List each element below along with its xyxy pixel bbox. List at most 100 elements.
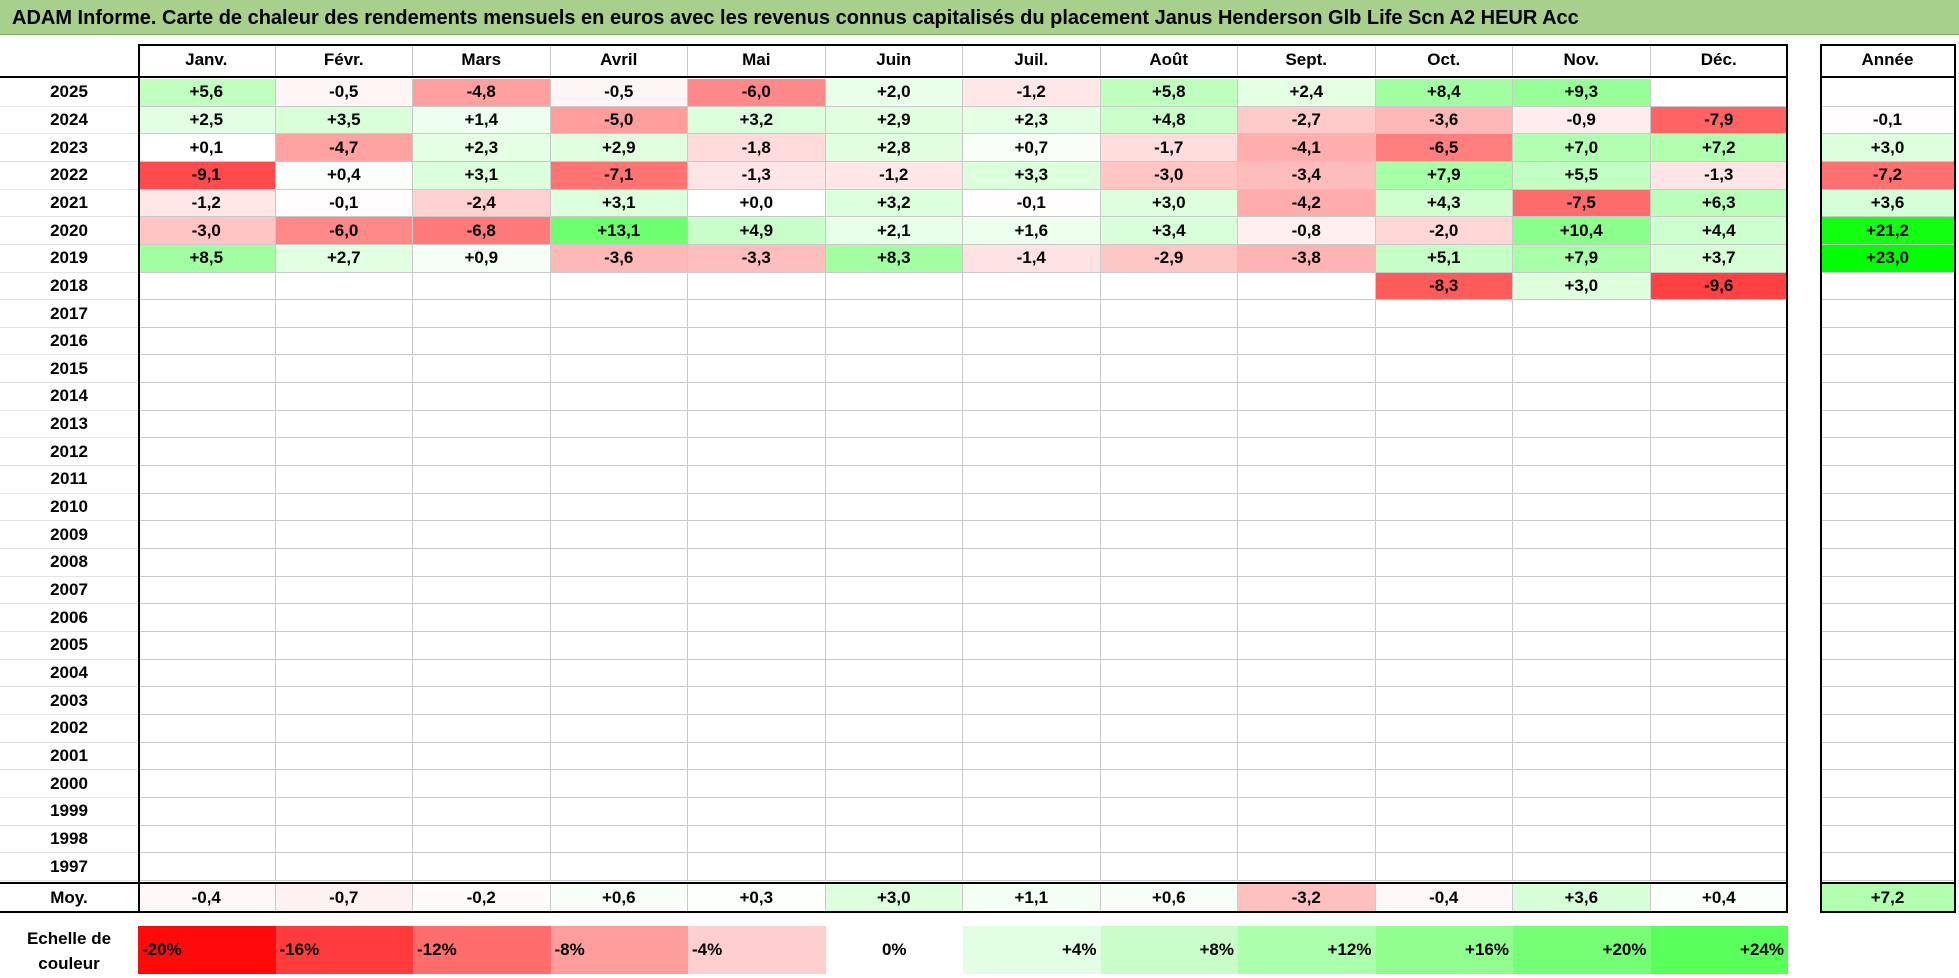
heatmap-cell [1513, 576, 1651, 605]
heatmap-cell [550, 466, 688, 494]
heatmap-cell [688, 410, 826, 439]
heatmap-cell [825, 797, 963, 826]
heatmap-cell [413, 742, 551, 771]
heatmap-cell [550, 438, 688, 467]
heatmap-cell [1238, 300, 1376, 328]
heatmap-cell [825, 493, 963, 522]
heatmap-cell [1650, 797, 1788, 826]
heatmap-cell: +3,4 [1100, 217, 1238, 245]
heatmap-cell [1513, 549, 1651, 577]
heatmap-cell: -8,3 [1375, 272, 1513, 301]
heatmap-cell [1375, 687, 1513, 715]
heatmap-cell [825, 383, 963, 411]
heatmap-cell: -1,3 [688, 161, 826, 190]
heatmap-cell [1238, 410, 1376, 439]
heatmap-cell [1375, 521, 1513, 550]
heatmap-cell [1650, 659, 1788, 688]
heatmap-cell [1100, 272, 1238, 301]
annual-cell [1820, 355, 1956, 384]
heatmap-cell [138, 742, 276, 771]
annual-cell [1820, 549, 1956, 577]
heatmap-cell [963, 770, 1101, 798]
year-label: 2001 [0, 742, 138, 771]
legend-swatch: +20% [1513, 926, 1651, 974]
heatmap-cell [688, 272, 826, 301]
heatmap-cell [550, 549, 688, 577]
year-label: 2006 [0, 604, 138, 632]
month-header: Oct. [1375, 44, 1513, 77]
heatmap-cell [413, 797, 551, 826]
legend-swatch: +4% [963, 926, 1101, 974]
heatmap-cell [413, 687, 551, 715]
heatmap-cell: +4,3 [1375, 189, 1513, 218]
heatmap-cell [1238, 466, 1376, 494]
annual-cell [1820, 383, 1956, 411]
annual-cell [1820, 300, 1956, 328]
heatmap-cell [138, 383, 276, 411]
heatmap-cell [688, 493, 826, 522]
heatmap-cell: -6,0 [688, 79, 826, 107]
legend-swatch: -12% [413, 926, 551, 974]
heatmap-cell [413, 355, 551, 384]
heatmap-cell [413, 825, 551, 854]
heatmap-cell: +0,0 [688, 189, 826, 218]
heatmap-cell: -1,7 [1100, 134, 1238, 162]
heatmap-cell [413, 327, 551, 356]
heatmap-cell [413, 853, 551, 881]
heatmap-cell [1238, 770, 1376, 798]
heatmap-cell [963, 272, 1101, 301]
annual-cell: -7,2 [1820, 161, 1956, 190]
heatmap-cell [413, 410, 551, 439]
heatmap-cell [1100, 521, 1238, 550]
heatmap-cell [1513, 770, 1651, 798]
year-label: 2004 [0, 659, 138, 688]
annual-cell [1820, 410, 1956, 439]
heatmap-cell: +2,5 [138, 106, 276, 135]
annual-cell [1820, 632, 1956, 660]
heatmap-cell [1238, 604, 1376, 632]
heatmap-cell [1513, 438, 1651, 467]
heatmap-cell [963, 659, 1101, 688]
annual-cell [1820, 659, 1956, 688]
heatmap-cell [550, 493, 688, 522]
heatmap-cell [1238, 687, 1376, 715]
year-label: 2014 [0, 383, 138, 411]
heatmap-cell: +3,0 [1100, 189, 1238, 218]
heatmap-cell [413, 632, 551, 660]
month-header: Sept. [1238, 44, 1376, 77]
heatmap-cell [963, 714, 1101, 743]
heatmap-cell: -3,0 [138, 217, 276, 245]
heatmap-cell [1238, 797, 1376, 826]
heatmap-cell [550, 659, 688, 688]
heatmap-cell [1650, 383, 1788, 411]
heatmap-cell [1513, 825, 1651, 854]
heatmap-cell [825, 687, 963, 715]
year-label: 1999 [0, 797, 138, 826]
heatmap-cell [1100, 410, 1238, 439]
heatmap-cell: -0,1 [963, 189, 1101, 218]
heatmap-cell [138, 853, 276, 881]
heatmap-cell [275, 604, 413, 632]
heatmap-cell: -5,0 [550, 106, 688, 135]
heatmap-cell [1238, 549, 1376, 577]
heatmap-cell: -1,3 [1650, 161, 1788, 190]
heatmap-cell: +0,4 [275, 161, 413, 190]
heatmap-cell [688, 549, 826, 577]
annual-cell [1820, 493, 1956, 522]
heatmap-cell [1375, 493, 1513, 522]
heatmap-cell [1650, 521, 1788, 550]
heatmap-cell [1513, 632, 1651, 660]
heatmap-cell [825, 576, 963, 605]
heatmap-cell: +3,1 [413, 161, 551, 190]
heatmap-cell [963, 632, 1101, 660]
heatmap-cell: +7,0 [1513, 134, 1651, 162]
heatmap-cell: -4,7 [275, 134, 413, 162]
month-header: Déc. [1650, 44, 1788, 77]
heatmap-cell [688, 383, 826, 411]
heatmap-cell [1650, 770, 1788, 798]
heatmap-cell [1650, 549, 1788, 577]
average-cell: -0,4 [1375, 883, 1513, 913]
heatmap-cell [1238, 659, 1376, 688]
heatmap-cell: -3,6 [550, 244, 688, 273]
heatmap-cell [1100, 438, 1238, 467]
